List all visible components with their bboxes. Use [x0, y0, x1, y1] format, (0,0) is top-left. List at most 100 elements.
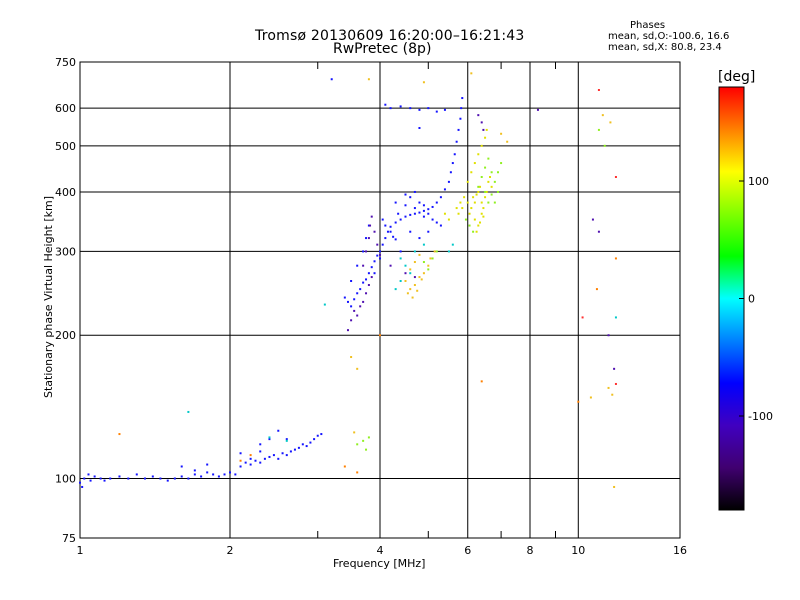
data-point — [464, 218, 467, 221]
data-point — [451, 162, 454, 165]
data-point — [477, 114, 480, 117]
data-point — [589, 396, 592, 399]
data-point — [409, 196, 412, 199]
data-point — [482, 128, 485, 131]
data-point — [484, 136, 487, 139]
data-point — [447, 180, 450, 183]
data-point — [259, 443, 262, 446]
data-point — [451, 243, 454, 246]
data-point — [611, 393, 614, 396]
data-point — [500, 162, 503, 165]
data-point — [468, 224, 471, 227]
data-point — [443, 188, 446, 191]
data-point — [173, 477, 176, 480]
data-point — [249, 454, 252, 457]
data-point — [406, 292, 409, 295]
data-point — [268, 438, 271, 441]
data-point — [484, 166, 487, 169]
data-point — [159, 477, 162, 480]
data-point — [367, 237, 370, 240]
data-point — [490, 185, 493, 188]
data-point — [379, 334, 381, 337]
data-point — [439, 224, 442, 227]
data-point — [223, 473, 226, 476]
data-point — [420, 278, 423, 281]
data-point — [373, 230, 376, 233]
y-tick-label: 75 — [62, 532, 76, 545]
data-point — [249, 463, 252, 466]
data-point — [477, 190, 480, 193]
data-point — [496, 190, 499, 193]
data-point — [479, 221, 482, 224]
data-point — [394, 238, 397, 241]
data-point — [362, 264, 365, 267]
data-point — [418, 211, 421, 214]
data-point — [229, 471, 231, 474]
data-point — [397, 212, 400, 215]
data-point — [297, 446, 300, 449]
x-tick-label: 8 — [527, 544, 534, 557]
data-point — [118, 433, 121, 436]
data-point — [473, 201, 476, 204]
data-point — [409, 272, 412, 275]
data-point — [581, 316, 584, 319]
data-point — [365, 448, 368, 451]
data-point — [577, 400, 580, 403]
data-point — [435, 201, 438, 204]
data-point — [244, 461, 247, 464]
data-point — [413, 261, 416, 264]
data-point — [83, 477, 86, 480]
data-point — [392, 235, 395, 238]
data-point — [343, 296, 346, 299]
data-point — [470, 171, 473, 174]
data-point — [285, 454, 288, 457]
data-point — [87, 473, 90, 476]
data-point — [613, 485, 616, 488]
data-point — [323, 303, 326, 306]
data-point — [435, 110, 438, 113]
data-point — [413, 276, 416, 279]
data-point — [422, 204, 425, 207]
data-point — [422, 243, 425, 246]
data-point — [272, 454, 275, 457]
x-tick-label: 2 — [227, 544, 234, 557]
data-point — [367, 224, 370, 227]
data-point — [127, 477, 130, 480]
data-point — [409, 288, 412, 291]
data-point — [399, 257, 402, 260]
data-point — [404, 264, 407, 267]
data-point — [493, 180, 496, 183]
data-point — [212, 473, 215, 476]
data-point — [180, 465, 183, 468]
data-point — [103, 479, 106, 482]
data-point — [422, 215, 425, 218]
data-point — [409, 213, 412, 216]
data-point — [353, 298, 356, 301]
data-point — [293, 448, 296, 451]
data-point — [234, 473, 237, 476]
data-point — [399, 280, 402, 283]
data-point — [281, 452, 284, 455]
data-point — [431, 257, 434, 260]
data-point — [330, 78, 333, 81]
data-point — [461, 207, 464, 210]
phases-x-mode-stats: mean, sd,X: 80.8, 23.4 — [608, 42, 722, 53]
data-point — [379, 257, 381, 260]
data-point — [373, 272, 376, 275]
data-point — [418, 237, 421, 240]
data-point — [350, 319, 353, 322]
data-point — [356, 367, 359, 370]
data-point — [109, 477, 112, 480]
y-tick-label: 300 — [55, 245, 76, 258]
x-tick-label: 1 — [77, 544, 84, 557]
data-point — [472, 230, 475, 233]
data-point — [439, 196, 442, 199]
data-point — [285, 439, 288, 442]
data-point — [466, 201, 469, 204]
y-tick-label: 750 — [55, 56, 76, 69]
data-point — [470, 207, 473, 210]
data-point — [356, 292, 359, 295]
data-point — [343, 465, 346, 468]
data-point — [200, 475, 203, 478]
data-point — [394, 221, 397, 224]
